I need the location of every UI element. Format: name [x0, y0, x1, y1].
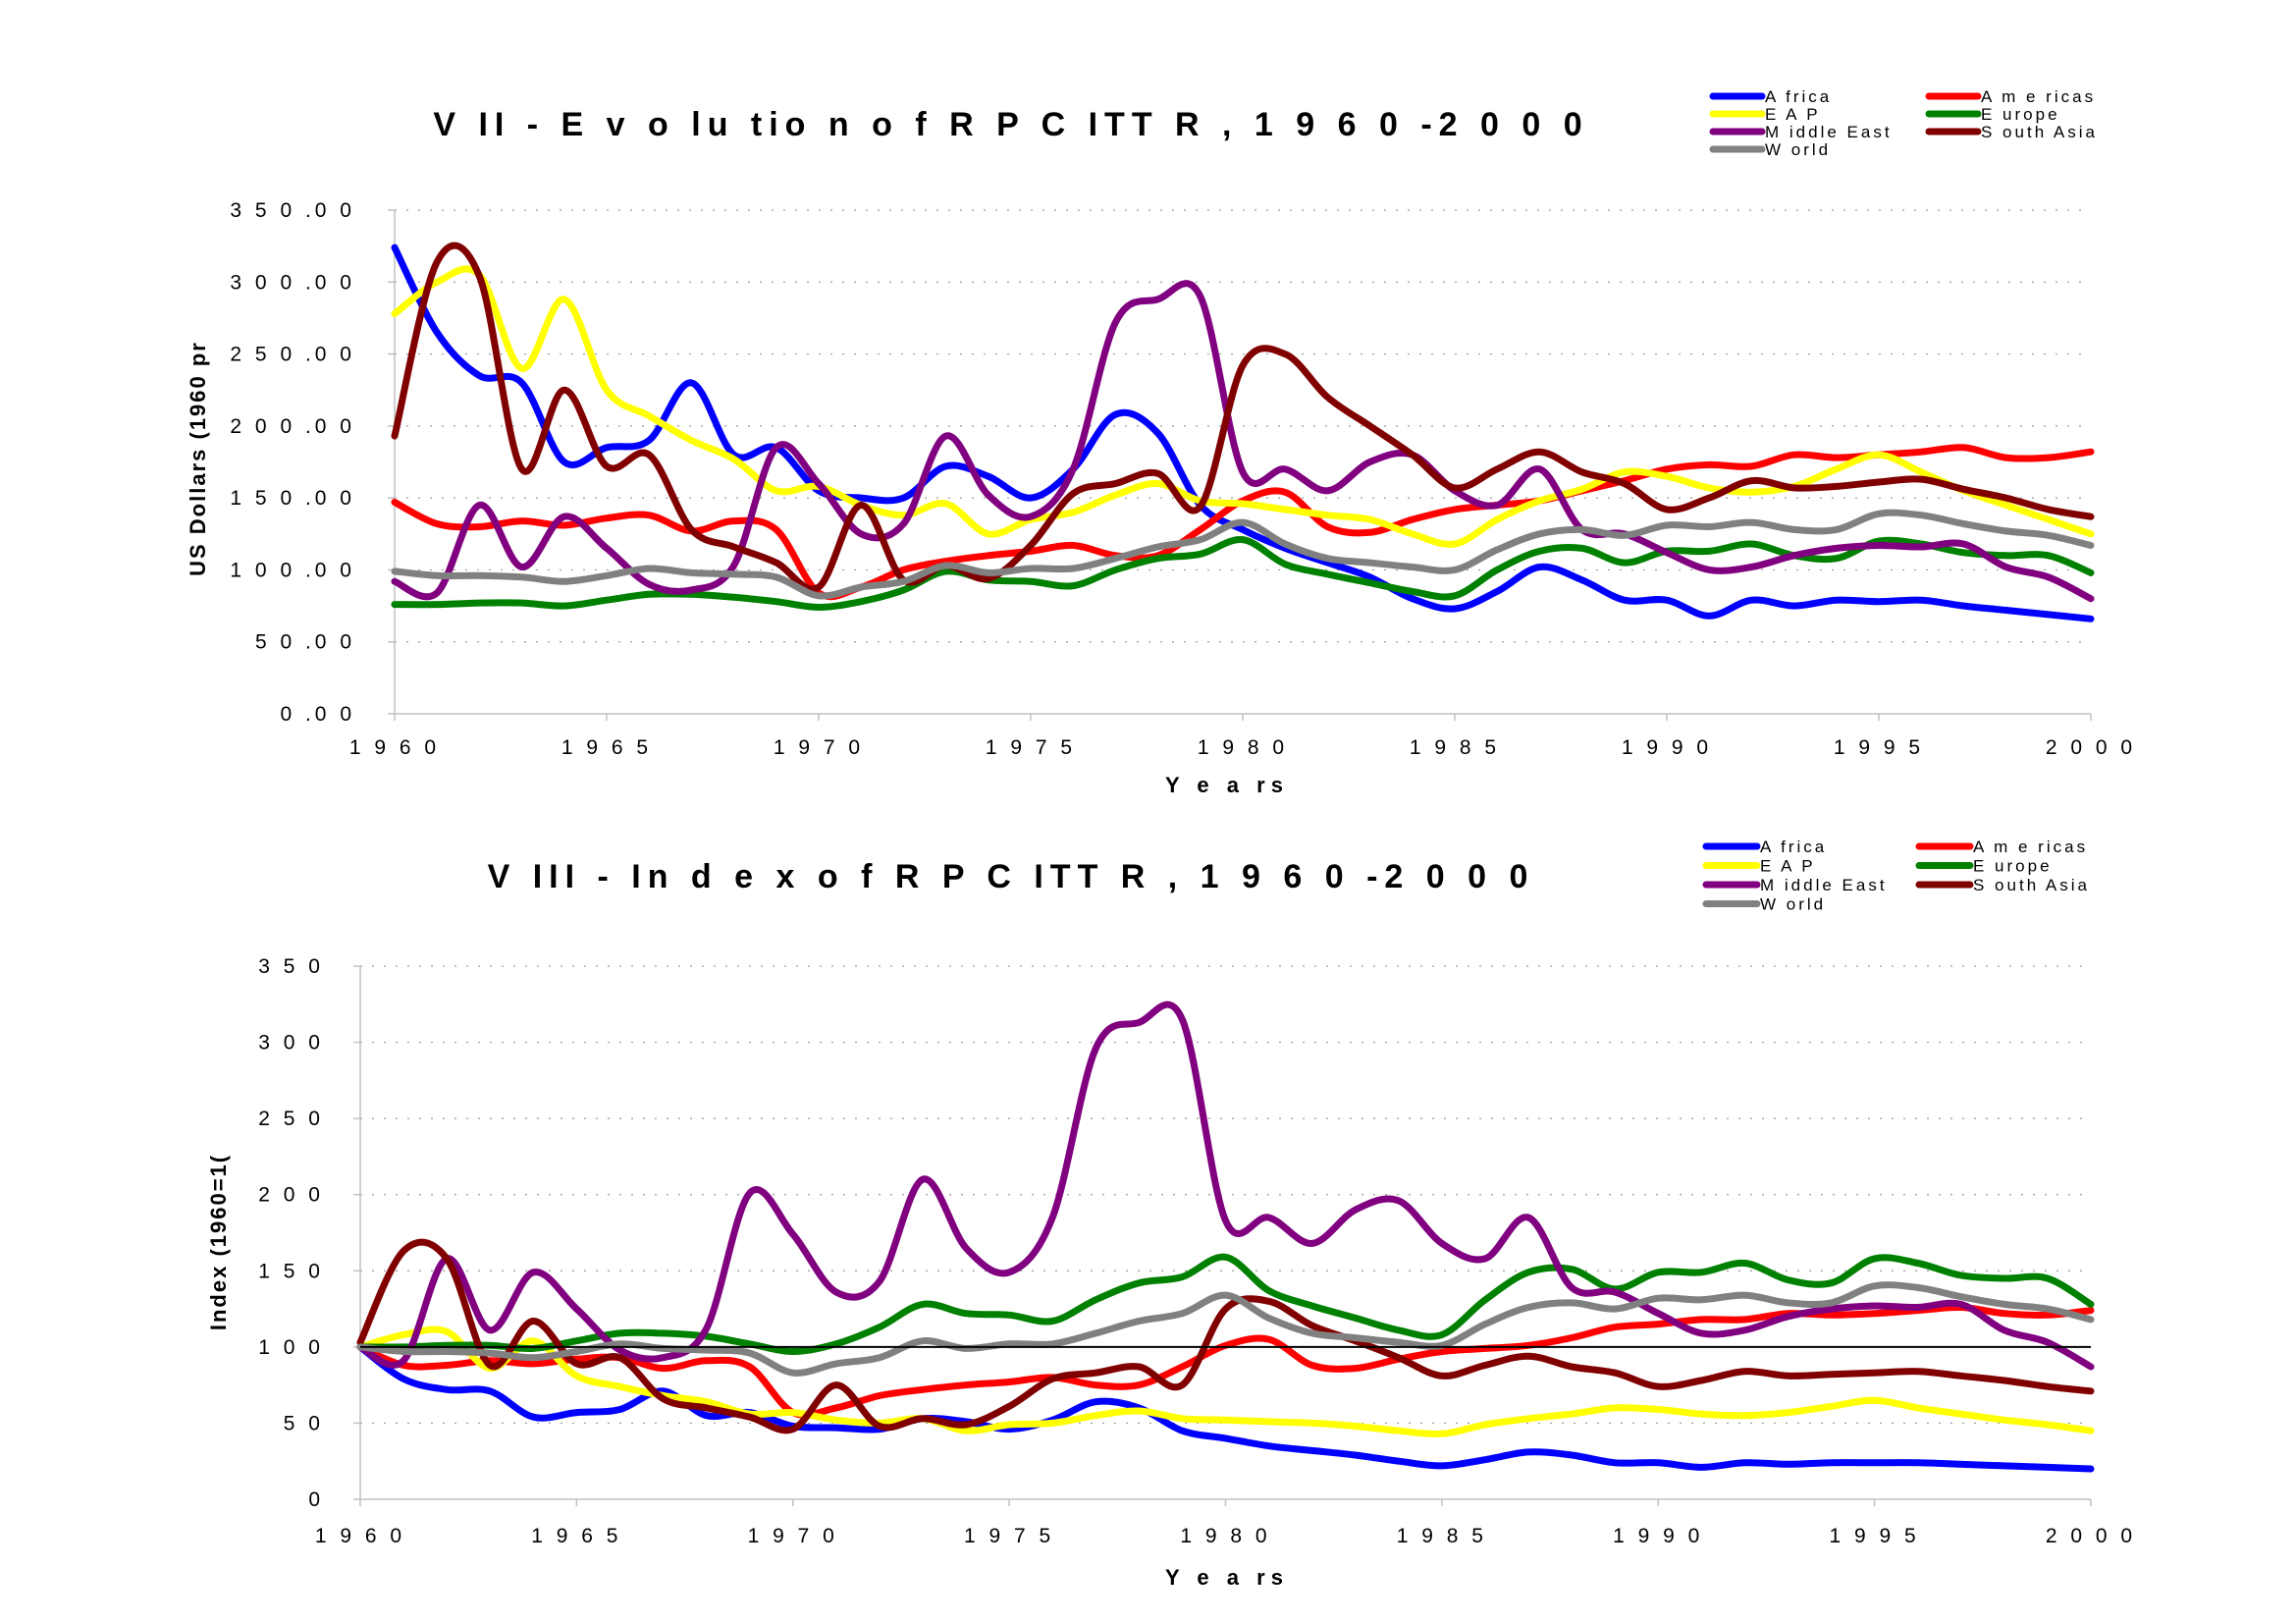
x-tick-label: 2 0 0 0 — [2046, 1525, 2136, 1547]
x-tick-label: 1 9 8 0 — [1198, 736, 1288, 759]
legend-label: A m e ricas — [1981, 87, 2096, 106]
x-tick-label: 1 9 6 5 — [561, 736, 652, 759]
legend-label: A m e ricas — [1973, 838, 2088, 856]
legend-label: W orld — [1760, 895, 1826, 914]
chart-title: V II - E v o lu tio n o f R P C ITT R , … — [433, 106, 1588, 143]
y-tick-label: 5 0 .0 0 — [255, 631, 355, 654]
x-tick-label: 1 9 6 0 — [349, 736, 440, 759]
series-line-eap — [356, 1325, 2095, 1438]
x-tick-label: 2 0 0 0 — [2046, 736, 2136, 759]
y-tick-label: 1 0 0 .0 0 — [230, 559, 355, 581]
x-tick-label: 1 9 9 5 — [1830, 1525, 1920, 1547]
x-tick-label: 1 9 9 5 — [1834, 736, 1924, 759]
x-tick-label: 1 9 9 0 — [1613, 1525, 1703, 1547]
y-tick-label: 2 0 0 .0 0 — [230, 415, 355, 438]
legend-label: E A P — [1760, 857, 1816, 876]
y-tick-label: 3 0 0 — [258, 1032, 324, 1055]
x-tick-label: 1 9 8 5 — [1410, 736, 1500, 759]
y-tick-label: 1 5 0 .0 0 — [230, 487, 355, 510]
chart-evolution: V II - E v o lu tio n o f R P C ITT R , … — [186, 87, 2136, 797]
x-tick-label: 1 9 6 5 — [531, 1525, 621, 1547]
legend-label: A frica — [1760, 838, 1827, 856]
x-tick-label: 1 9 8 5 — [1397, 1525, 1487, 1547]
y-tick-label: 2 5 0 — [258, 1108, 324, 1130]
legend-label: W orld — [1765, 140, 1831, 159]
y-axis-title: US Dollars (1960 pr — [186, 341, 210, 576]
legend-label: E urope — [1973, 857, 2053, 876]
y-tick-label: 2 5 0 .0 0 — [230, 344, 355, 366]
x-tick-label: 1 9 7 0 — [748, 1525, 838, 1547]
series-line-southasia — [356, 1238, 2095, 1434]
legend-label: A frica — [1765, 87, 1832, 106]
y-tick-label: 3 0 0 .0 0 — [230, 271, 355, 294]
x-axis-title: Y e a rs — [1165, 773, 1289, 797]
series-line-africa — [391, 243, 2095, 622]
y-tick-label: 1 0 0 — [258, 1336, 324, 1359]
legend: A frica A m e ricas E A P E urope M iddle Ea… — [1709, 87, 2098, 159]
x-tick-label: 1 9 8 0 — [1180, 1525, 1270, 1547]
y-tick-label: 0 — [308, 1488, 324, 1511]
legend-label: S outh Asia — [1981, 123, 2098, 141]
y-tick-label: 3 5 0 — [258, 955, 324, 978]
x-tick-label: 1 9 7 0 — [774, 736, 864, 759]
y-tick-label: 3 5 0 .0 0 — [230, 199, 355, 222]
y-axis-title: Index (1960=1( — [206, 1154, 231, 1330]
chart-title: V III - In d e x o f R P C ITT R , 1 9 6… — [488, 858, 1535, 895]
series-line-eap — [391, 265, 2095, 548]
x-tick-label: 1 9 7 5 — [964, 1525, 1054, 1547]
legend-label: S outh Asia — [1973, 876, 2090, 894]
x-tick-label: 1 9 7 5 — [986, 736, 1076, 759]
legend-label: E A P — [1765, 105, 1821, 124]
legend-label: E urope — [1981, 105, 2060, 124]
y-tick-label: 2 0 0 — [258, 1184, 324, 1207]
y-tick-label: 1 5 0 — [258, 1260, 324, 1282]
legend-label: M iddle East — [1765, 123, 1893, 141]
y-tick-label: 5 0 — [284, 1412, 324, 1434]
x-tick-label: 1 9 6 0 — [315, 1525, 405, 1547]
x-axis-title: Y e a rs — [1165, 1565, 1289, 1590]
series-line-middleeast — [391, 280, 2095, 603]
chart-index: V III - In d e x o f R P C ITT R , 1 9 6… — [206, 838, 2136, 1590]
series-line-world — [391, 509, 2095, 600]
series-line-europe — [356, 1253, 2095, 1355]
x-tick-label: 1 9 9 0 — [1622, 736, 1712, 759]
y-tick-label: 0 .0 0 — [280, 703, 355, 726]
legend: A frica A m e ricas E A P E urope M iddle Ea… — [1702, 838, 2090, 914]
legend-label: M iddle East — [1760, 876, 1888, 894]
series-line-middleeast — [356, 1001, 2095, 1371]
series-line-southasia — [391, 242, 2095, 593]
